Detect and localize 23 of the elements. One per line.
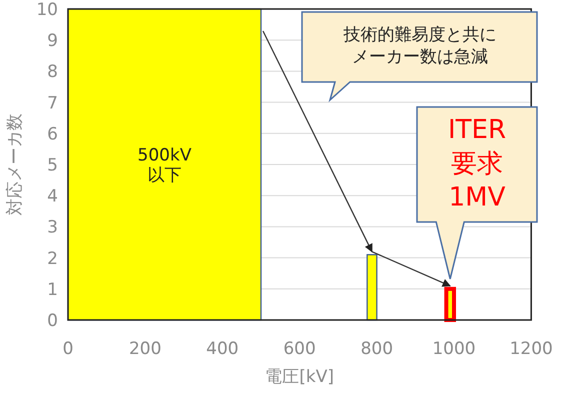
x-tick-label: 400 — [206, 339, 239, 359]
y-tick-label: 5 — [47, 155, 58, 176]
annotation: 500kV 以下 — [138, 145, 192, 186]
y-tick-label: 0 — [47, 310, 58, 331]
y-tick-label: 7 — [47, 93, 58, 114]
x-tick-label: 0 — [62, 339, 74, 359]
annotation: ITER 要求 1MV — [448, 115, 506, 213]
x-axis-title: 電圧[kV] — [265, 367, 334, 387]
y-tick-label: 9 — [47, 31, 58, 52]
y-tick-label: 10 — [36, 0, 58, 20]
x-tick-label: 1200 — [510, 339, 553, 359]
annotation: 技術的難易度と共にメーカー数は急減 — [342, 25, 496, 68]
x-tick-label: 800 — [360, 339, 394, 359]
x-tick-label: 600 — [283, 339, 316, 359]
y-tick-label: 6 — [47, 124, 58, 144]
y-tick-label: 2 — [47, 248, 58, 269]
x-tick-label: 200 — [128, 339, 162, 359]
y-axis-title: 対応メーカ数 — [5, 114, 25, 216]
x-tick-label: 1000 — [432, 339, 476, 359]
y-tick-label: 8 — [47, 62, 58, 82]
y-tick-label: 4 — [47, 186, 58, 207]
y-tick-label: 1 — [47, 280, 58, 300]
y-tick-label: 3 — [47, 218, 58, 238]
